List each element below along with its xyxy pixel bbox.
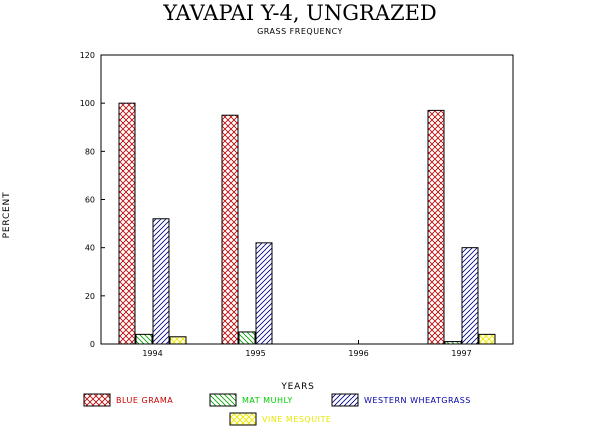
y-tick-label: 80 — [85, 147, 95, 156]
bar-mat-muhly-1997 — [444, 341, 462, 345]
bar-western-wheatgrass-1997 — [461, 247, 479, 345]
y-axis: 0 20 40 60 80 100 120 — [80, 51, 105, 349]
legend-label: VINE MESQUITE — [262, 415, 331, 424]
x-axis: 1994 1995 1996 1997 — [142, 340, 472, 358]
y-tick-label: 120 — [80, 51, 95, 60]
x-tick-label: 1995 — [245, 349, 265, 358]
y-tick-label: 100 — [80, 99, 95, 108]
y-tick-label: 60 — [85, 196, 95, 205]
legend-swatch-western-wheatgrass — [331, 393, 359, 407]
bar-mat-muhly-1995 — [238, 331, 256, 345]
legend-swatch-mat-muhly — [209, 393, 237, 407]
chart-title: YAVAPAI Y-4, UNGRAZED — [162, 1, 437, 25]
y-axis-label: PERCENT — [2, 192, 12, 239]
bar-blue-grama-1994 — [118, 102, 136, 345]
legend-label: MAT MUHLY — [242, 396, 293, 405]
bar-mat-muhly-1994 — [135, 333, 153, 345]
y-tick-label: 20 — [85, 292, 95, 301]
legend-swatch-blue-grama — [83, 393, 111, 407]
bar-vine-mesquite-1994 — [169, 336, 187, 345]
bars — [118, 102, 496, 345]
bar-western-wheatgrass-1994 — [152, 218, 170, 345]
legend: BLUE GRAMA MAT MUHLY WESTERN WHEATGRASS VIN… — [83, 393, 471, 426]
bar-vine-mesquite-1997 — [478, 333, 496, 345]
chart-subtitle: GRASS FREQUENCY — [257, 27, 343, 36]
bar-western-wheatgrass-1995 — [255, 242, 273, 345]
legend-label: BLUE GRAMA — [116, 396, 173, 405]
y-tick-label: 0 — [90, 340, 95, 349]
bar-blue-grama-1995 — [221, 114, 239, 345]
x-tick-label: 1996 — [348, 349, 368, 358]
legend-label: WESTERN WHEATGRASS — [364, 396, 471, 405]
x-tick-label: 1997 — [451, 349, 471, 358]
x-tick-label: 1994 — [142, 349, 162, 358]
bar-blue-grama-1997 — [427, 109, 445, 345]
x-axis-label: YEARS — [280, 382, 314, 392]
legend-swatch-vine-mesquite — [229, 412, 257, 426]
y-tick-label: 40 — [85, 244, 95, 253]
